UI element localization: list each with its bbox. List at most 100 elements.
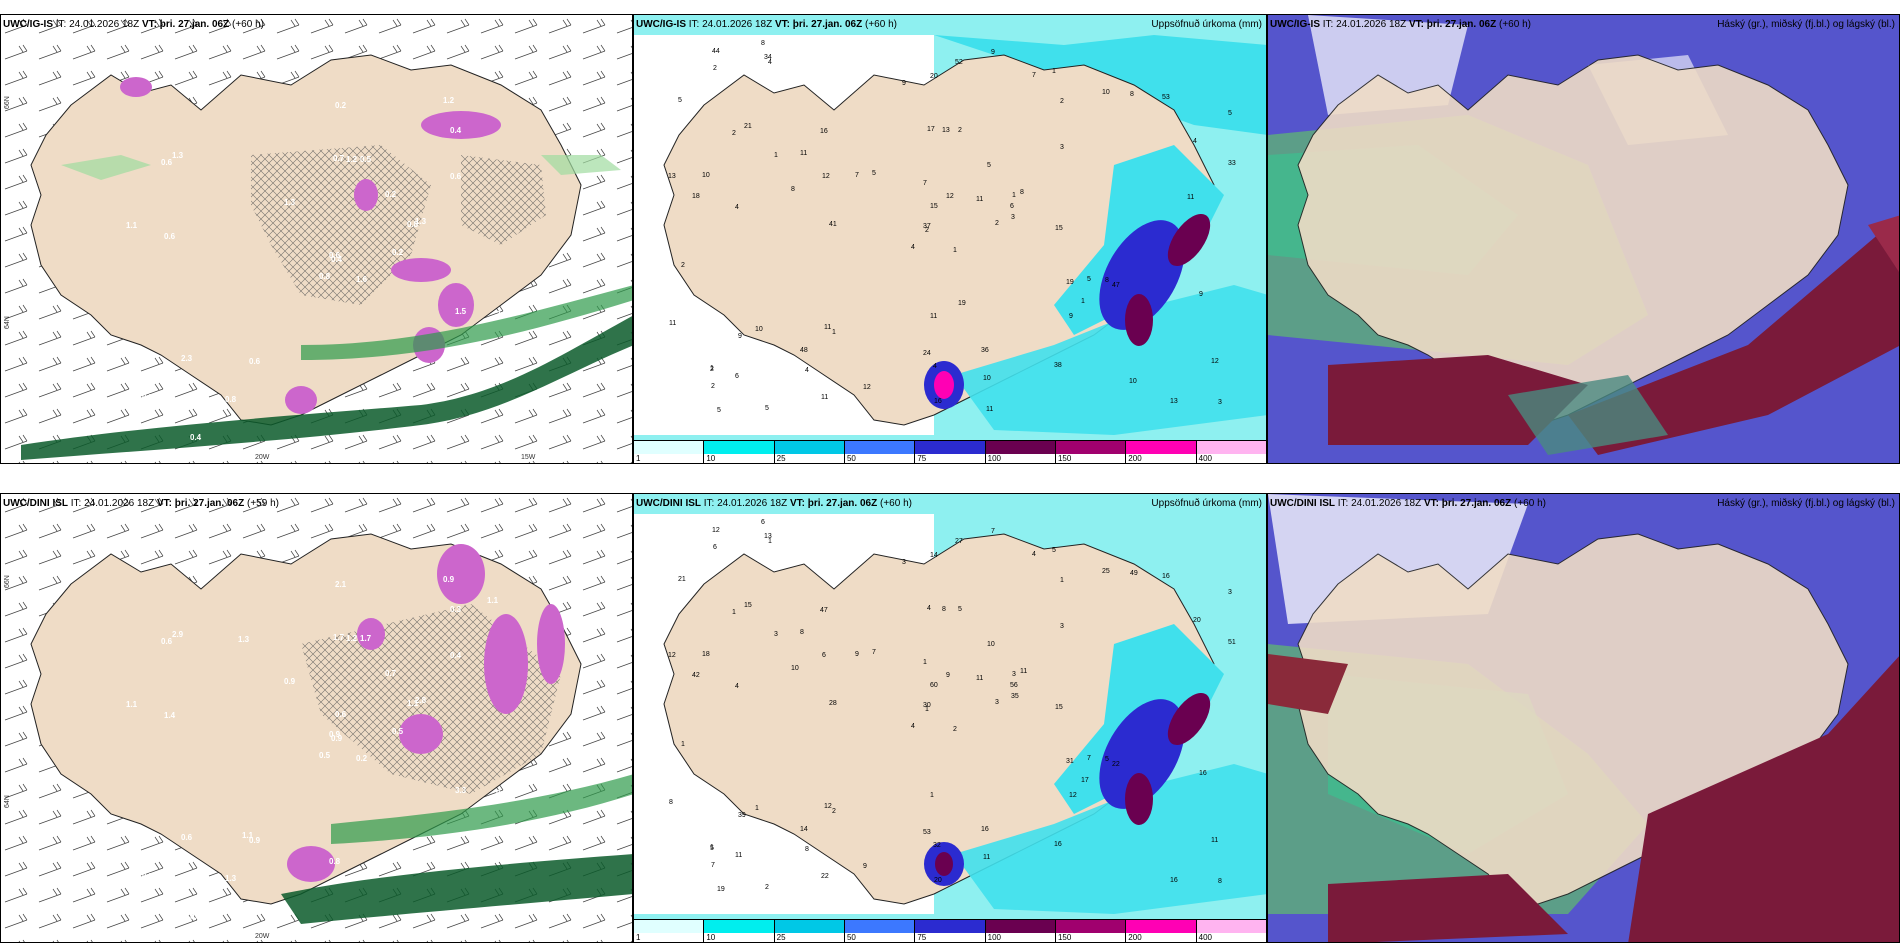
panel-clouds-igis: UWC/IG-IS IT: 24.01.2026 18Z VT: þri. 27… <box>1267 14 1900 464</box>
value-label: 2.4 <box>142 890 154 899</box>
value-label: 0.4 <box>190 912 202 921</box>
value-label: 3 <box>1012 671 1016 678</box>
value-label: 13 <box>668 173 676 180</box>
value-label: 7 <box>991 528 995 535</box>
value-label: 3.0 <box>142 411 154 420</box>
value-label: 53 <box>923 829 931 836</box>
colorbar-segment: 1 <box>634 441 705 463</box>
colorbar-segment: 50 <box>844 920 916 942</box>
valid-time: VT: þri. 27.jan. 06Z <box>141 19 230 30</box>
colorbar-tick-label: 50 <box>846 933 856 942</box>
value-label: 18 <box>692 193 700 200</box>
value-label: 2.8 <box>415 696 427 705</box>
colorbar-segment: 25 <box>774 920 845 942</box>
value-label: 0.5 <box>392 727 404 736</box>
value-label: 0.2 <box>335 101 347 110</box>
value-label: 5 <box>1052 547 1056 554</box>
colorbar-swatch <box>774 441 844 454</box>
panel-snow-wind-igis: UWC/IG-IS IT: 24.01.2026 18Z VT: þri. 27… <box>0 14 633 464</box>
precip-amount-labels: 1221111222434543517510524138472120181933… <box>668 40 1236 414</box>
value-label: 6 <box>822 652 826 659</box>
value-label: 8 <box>805 846 809 853</box>
colorbar-tick-label: 1 <box>636 933 641 942</box>
lead-time: (+59 h) <box>244 498 279 509</box>
value-label: 14 <box>930 552 938 559</box>
value-label: 0.8 <box>496 789 508 798</box>
value-label: 0.2 <box>385 190 397 199</box>
value-label: 4 <box>933 363 937 370</box>
value-label: 7 <box>1087 755 1091 762</box>
value-label: 0.6 <box>164 232 176 241</box>
colorbar-segment: 100 <box>985 441 1056 463</box>
value-label: 41 <box>829 221 837 228</box>
value-label: 11 <box>821 394 828 401</box>
value-label: 20 <box>934 877 942 884</box>
panel-precip-dini: UWC/DINI ISL IT: 24.01.2026 18Z VT: þri.… <box>633 493 1267 943</box>
value-label: 16 <box>1054 841 1062 848</box>
value-label: 17 <box>1081 777 1089 784</box>
value-label: 0.3 <box>450 605 462 614</box>
colorbar-swatch <box>774 920 844 933</box>
colorbar-swatch <box>634 920 704 933</box>
value-label: 9 <box>1199 291 1203 298</box>
colorbar-swatch <box>1055 920 1126 933</box>
value-label: 12 <box>668 652 676 659</box>
value-label: 11 <box>669 320 676 327</box>
value-label: 0.7 <box>385 669 397 678</box>
value-label: 9 <box>855 651 859 658</box>
value-label: 3 <box>1228 589 1232 596</box>
init-time: IT: 24.01.2026 18Z <box>701 498 790 509</box>
colorbar-segment: 10 <box>704 441 775 463</box>
value-label: 11 <box>983 854 990 861</box>
colorbar-tick-label: 1 <box>636 454 641 463</box>
value-label: 22 <box>1112 761 1120 768</box>
value-label: 0.5 <box>319 751 331 760</box>
value-label: 9 <box>1069 313 1073 320</box>
value-label: 1 <box>953 247 957 254</box>
value-label: 21 <box>744 123 752 130</box>
value-label: 0.2 <box>356 754 368 763</box>
value-label: 9 <box>863 863 867 870</box>
value-label: 1.4 <box>164 711 176 720</box>
value-label: 8 <box>669 799 673 806</box>
value-label: 1 <box>710 365 714 372</box>
value-label: 8 <box>800 629 804 636</box>
value-label: 3 <box>902 559 906 566</box>
value-label: 1 <box>930 792 934 799</box>
value-label: 7 <box>923 180 927 187</box>
value-label: 0.9 <box>443 575 455 584</box>
value-label: 60 <box>930 682 938 689</box>
model-name: UWC/IG-IS <box>3 19 53 30</box>
snow-amount-labels: 1.60.60.40.50.80.61.20.50.40.22.23.10.60… <box>126 87 610 442</box>
value-label: 47 <box>1112 282 1120 289</box>
value-label: 0.6 <box>249 357 261 366</box>
precip-amount-labels: 2111325513184343241017788112215144231513… <box>668 519 1236 893</box>
value-label: 31 <box>1066 758 1074 765</box>
value-label: 30 <box>923 702 931 709</box>
colorbar-swatch <box>844 441 915 454</box>
value-label: 16 <box>1162 573 1170 580</box>
value-label: 0.5 <box>142 872 154 881</box>
colorbar-tick-label: 25 <box>776 454 786 463</box>
value-label: 2 <box>925 227 929 234</box>
value-label: 1.3 <box>225 874 237 883</box>
value-label: 1.2 <box>346 155 358 164</box>
value-label: 10 <box>1102 89 1110 96</box>
value-label: 6 <box>761 519 765 526</box>
value-label: 2 <box>711 383 715 390</box>
value-label: 12 <box>712 527 720 534</box>
value-label: 9 <box>991 49 995 56</box>
value-label: 5 <box>987 162 991 169</box>
value-label: 0.2 <box>392 248 404 257</box>
colorbar-swatch <box>704 920 774 933</box>
colorbar-swatch <box>1055 441 1126 454</box>
value-label: 2.1 <box>496 310 508 319</box>
value-label: 1 <box>774 152 778 159</box>
panel-title: UWC/IG-IS IT: 24.01.2026 18Z VT: þri. 27… <box>1270 19 1531 30</box>
value-label: 1 <box>768 538 772 545</box>
colorbar-segment: 75 <box>915 441 986 463</box>
value-label: 1 <box>681 741 685 748</box>
colorbar-tick-label: 50 <box>846 454 856 463</box>
snow-amount-labels: 0.20.60.90.51.10.90.91.70.30.50.71.11.41… <box>126 566 610 921</box>
value-label: 1.1 <box>126 700 138 709</box>
